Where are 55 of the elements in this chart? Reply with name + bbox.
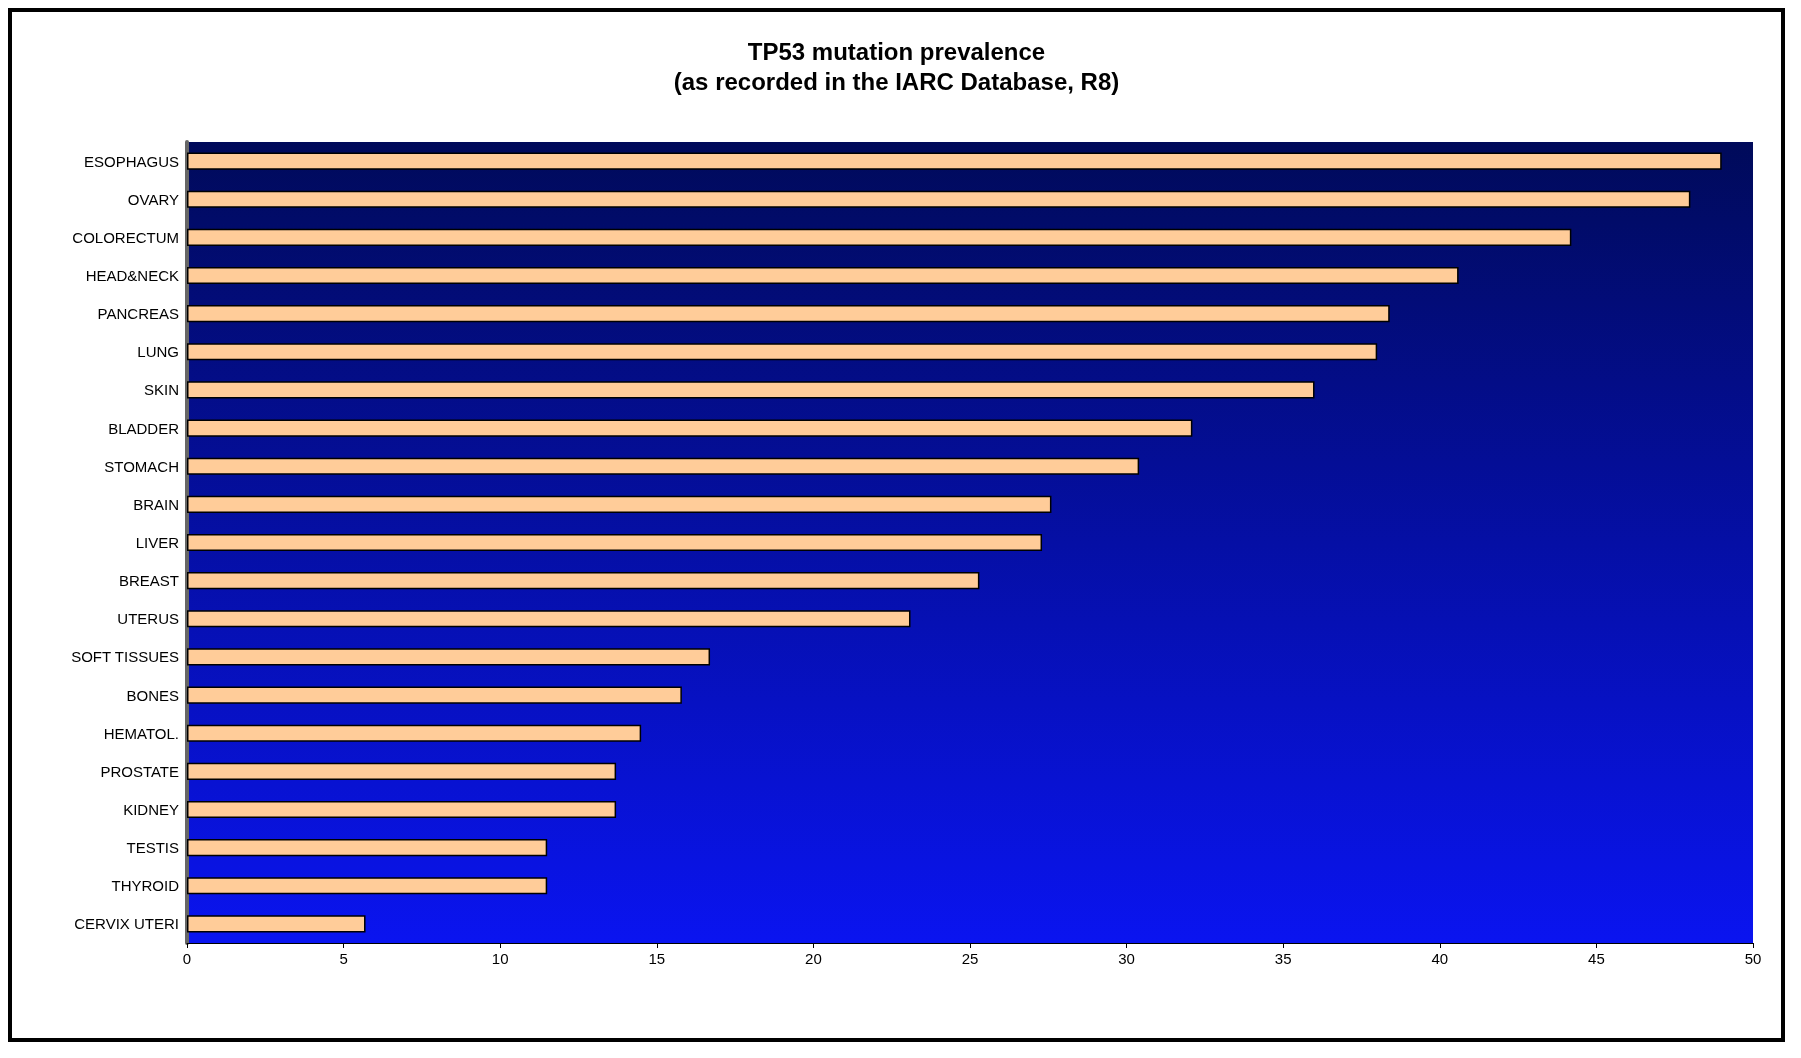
bar <box>187 343 1378 361</box>
y-tick-label: BLADDER <box>108 419 180 437</box>
x-tick-label: 35 <box>1274 950 1292 967</box>
y-tick-label: UTERUS <box>117 610 179 628</box>
bar <box>187 724 642 742</box>
x-tick-label: 45 <box>1588 950 1605 967</box>
x-tick-label: 25 <box>961 950 979 967</box>
bar <box>187 152 1722 170</box>
bar <box>187 533 1043 552</box>
y-tick-label: BONES <box>126 686 179 704</box>
x-tick-label: 15 <box>648 950 666 967</box>
bar <box>187 190 1691 208</box>
y-tick-label: STOMACH <box>104 457 179 475</box>
chart-subtitle: (as recorded in the IARC Database, R8) <box>673 67 1120 95</box>
bar <box>187 305 1390 323</box>
x-tick-label: 40 <box>1431 950 1449 967</box>
bar <box>187 648 711 666</box>
y-tick-label: LIVER <box>135 534 180 551</box>
x-tick-label: 50 <box>1744 950 1762 967</box>
bar <box>187 457 1140 475</box>
y-tick-label: BRAIN <box>133 495 179 513</box>
bar <box>187 419 1193 437</box>
bar <box>187 915 366 933</box>
y-tick-label: ESOPHAGUS <box>83 152 179 170</box>
bar <box>187 572 980 590</box>
y-tick-label: SOFT TISSUES <box>71 648 179 666</box>
x-tick-label: 10 <box>491 950 509 967</box>
x-tick-label: 0 <box>182 950 192 967</box>
x-tick-label: 5 <box>339 950 348 967</box>
bar <box>187 266 1459 285</box>
bar <box>187 800 617 819</box>
y-tick-label: COLORECTUM <box>72 228 179 246</box>
y-tick-label: HEMATOL. <box>103 724 179 742</box>
y-tick-label: PANCREAS <box>97 305 179 323</box>
y-tick-label: PROSTATE <box>100 762 179 780</box>
y-tick-label: TESTIS <box>126 839 179 857</box>
y-tick-label: BREAST <box>118 572 179 590</box>
bar <box>187 839 548 857</box>
y-tick-label: OVARY <box>127 190 179 208</box>
y-tick-label: HEAD&NECK <box>85 267 179 284</box>
x-tick-label: 20 <box>805 950 822 967</box>
chart-title: TP53 mutation prevalence <box>747 37 1046 65</box>
bar <box>187 610 911 628</box>
y-tick-label: SKIN <box>143 381 179 399</box>
bar <box>187 228 1572 246</box>
bar <box>187 762 617 780</box>
y-tick-label: CERVIX UTERI <box>74 915 179 933</box>
bar <box>187 686 682 704</box>
x-tick-label: 30 <box>1118 950 1135 967</box>
y-tick-label: KIDNEY <box>123 801 179 818</box>
bar <box>187 495 1052 513</box>
y-tick-label: THYROID <box>111 877 180 895</box>
bar <box>187 877 548 895</box>
y-tick-label: LUNG <box>137 343 179 361</box>
bar <box>187 381 1315 399</box>
